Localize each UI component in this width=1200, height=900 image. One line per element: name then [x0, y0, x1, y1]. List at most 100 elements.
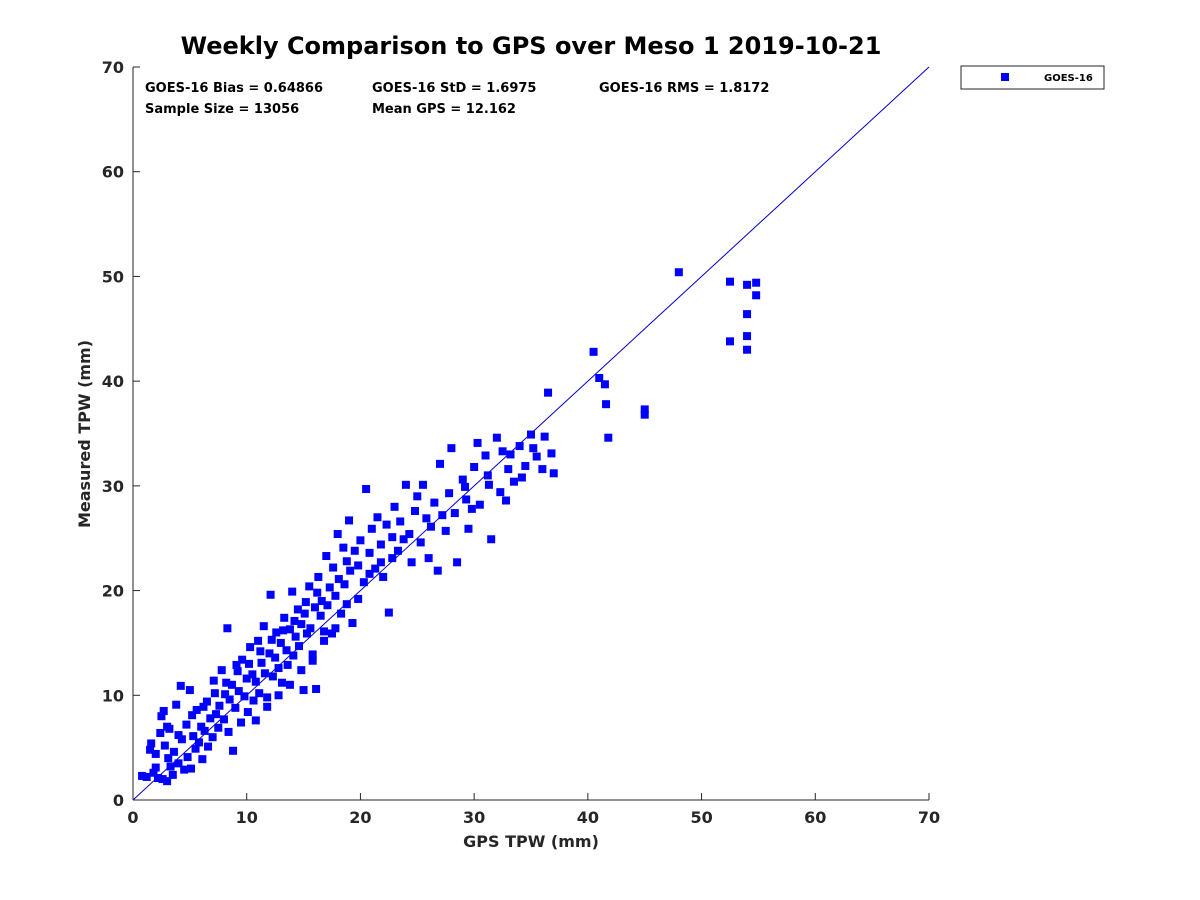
- data-point: [447, 444, 456, 453]
- data-point: [180, 765, 189, 774]
- data-point: [388, 554, 397, 563]
- data-point: [743, 310, 752, 319]
- data-point: [438, 511, 447, 520]
- data-point: [342, 600, 351, 609]
- data-point: [206, 714, 215, 723]
- data-point: [297, 620, 306, 629]
- data-point: [481, 451, 490, 460]
- data-point: [285, 680, 294, 689]
- data-point: [283, 660, 292, 669]
- data-point: [532, 452, 541, 461]
- data-point: [521, 461, 530, 470]
- data-point: [263, 702, 272, 711]
- data-point: [168, 770, 177, 779]
- data-point: [265, 649, 274, 658]
- data-point: [373, 513, 382, 522]
- data-point: [453, 558, 462, 567]
- data-point: [279, 626, 288, 635]
- data-point: [301, 598, 310, 607]
- data-point: [436, 459, 445, 468]
- data-point: [492, 433, 501, 442]
- data-point: [743, 280, 752, 289]
- data-point: [549, 469, 558, 478]
- data-point: [227, 680, 236, 689]
- data-point: [743, 332, 752, 341]
- y-tick-label: 10: [102, 686, 124, 705]
- data-point: [198, 755, 207, 764]
- data-point: [595, 374, 604, 383]
- data-point: [277, 678, 286, 687]
- data-point: [501, 496, 510, 505]
- data-point: [359, 578, 368, 587]
- data-point: [308, 650, 317, 659]
- data-point: [204, 742, 213, 751]
- data-point: [376, 558, 385, 567]
- data-point: [515, 442, 524, 451]
- data-point: [212, 710, 221, 719]
- data-point: [506, 450, 515, 459]
- y-tick-label: 30: [102, 477, 124, 496]
- data-point: [325, 583, 334, 592]
- data-point: [192, 705, 201, 714]
- data-point: [379, 572, 388, 581]
- data-point: [320, 636, 329, 645]
- data-point: [263, 693, 272, 702]
- data-point: [496, 488, 505, 497]
- data-point: [604, 433, 613, 442]
- x-tick-label: 0: [127, 808, 138, 827]
- data-point: [172, 700, 181, 709]
- data-point: [288, 587, 297, 596]
- data-point: [310, 603, 319, 612]
- data-point: [333, 530, 342, 539]
- data-point: [197, 722, 206, 731]
- data-point: [280, 613, 289, 622]
- data-point: [208, 733, 217, 742]
- data-point: [458, 475, 467, 484]
- data-point: [365, 569, 374, 578]
- data-point: [382, 520, 391, 529]
- data-points: [138, 268, 761, 786]
- data-point: [222, 678, 231, 687]
- y-tick-label: 40: [102, 372, 124, 391]
- data-point: [251, 716, 260, 725]
- data-point: [331, 591, 340, 600]
- data-point: [388, 533, 397, 542]
- stat-bias: GOES-16 Bias = 0.64866: [145, 81, 323, 96]
- data-point: [354, 561, 363, 570]
- data-point: [433, 566, 442, 575]
- y-tick-label: 0: [113, 791, 124, 810]
- data-point: [249, 696, 258, 705]
- data-point: [248, 670, 257, 679]
- data-point: [221, 690, 230, 699]
- data-point: [177, 735, 186, 744]
- x-tick-label: 50: [690, 808, 712, 827]
- stat-mean-gps: Mean GPS = 12.162: [372, 102, 516, 117]
- data-point: [231, 703, 240, 712]
- data-point: [487, 535, 496, 544]
- data-point: [276, 638, 285, 647]
- data-point: [393, 546, 402, 555]
- data-point: [163, 777, 172, 786]
- x-tick-label: 40: [577, 808, 599, 827]
- data-point: [362, 484, 371, 493]
- data-point: [157, 712, 166, 721]
- data-point: [191, 744, 200, 753]
- data-point: [164, 754, 173, 763]
- data-point: [194, 738, 203, 747]
- data-point: [313, 588, 322, 597]
- data-point: [401, 480, 410, 489]
- data-point: [384, 608, 393, 617]
- data-point: [527, 430, 535, 439]
- data-point: [234, 687, 243, 696]
- data-point: [484, 480, 493, 489]
- legend-marker-square-icon: [1001, 73, 1009, 81]
- data-point: [238, 655, 247, 664]
- data-point: [259, 622, 268, 631]
- data-point: [291, 632, 300, 641]
- data-point: [342, 557, 351, 566]
- data-point: [589, 347, 598, 356]
- data-point: [156, 728, 165, 737]
- data-point: [405, 530, 414, 539]
- x-tick-label: 20: [349, 808, 371, 827]
- data-point: [267, 635, 276, 644]
